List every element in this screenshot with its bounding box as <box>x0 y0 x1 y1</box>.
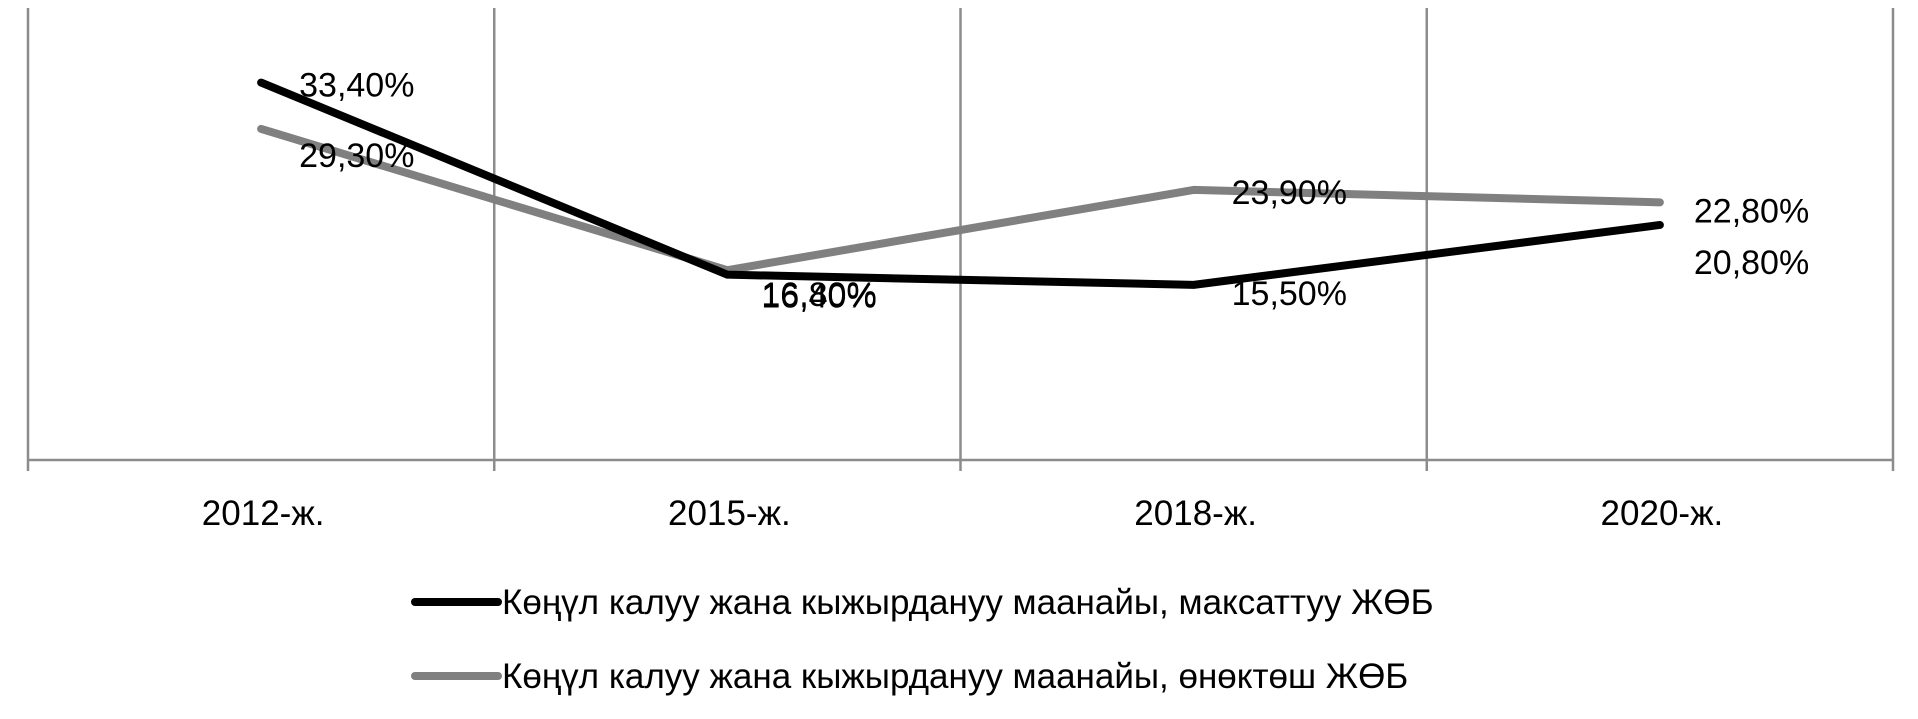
legend-label-targeted-lsg: Көңүл калуу жана кыжырдануу маанайы, мак… <box>502 583 1434 622</box>
data-labels: 33,40% 16,40% 15,50% 20,80% 29,30% 16,80% 23,9… <box>299 67 1809 316</box>
x-axis <box>26 458 1895 471</box>
data-label: 20,80% <box>1694 244 1809 282</box>
x-tick-label: 2018-ж. <box>1134 494 1257 533</box>
data-label: 29,30% <box>299 137 414 175</box>
legend-item-1: Көңүл калуу жана кыжырдануу маанайы, өнө… <box>411 657 1408 696</box>
x-tick-label: 2015-ж. <box>668 494 791 533</box>
series-line-0 <box>257 78 1664 289</box>
x-tick-label: 2020-ж. <box>1601 494 1724 533</box>
x-tick-labels: 2012-ж. 2015-ж. 2018-ж. 2020-ж. <box>202 494 1723 533</box>
legend-label-partner-lsg: Көңүл калуу жана кыжырдануу маанайы, өнө… <box>502 657 1408 696</box>
data-label: 16,40% <box>761 278 876 316</box>
data-label: 15,50% <box>1232 275 1347 313</box>
legend: Көңүл калуу жана кыжырдануу маанайы, мак… <box>411 583 1434 696</box>
legend-item-0: Көңүл калуу жана кыжырдануу маанайы, мак… <box>411 583 1434 622</box>
data-label: 33,40% <box>299 67 414 105</box>
data-label: 23,90% <box>1232 174 1347 212</box>
data-label: 16,80% <box>761 276 876 314</box>
series-lines <box>257 78 1664 289</box>
x-tick-label: 2012-ж. <box>202 494 325 533</box>
series-line-1 <box>257 124 1664 275</box>
data-label: 22,80% <box>1694 192 1809 230</box>
